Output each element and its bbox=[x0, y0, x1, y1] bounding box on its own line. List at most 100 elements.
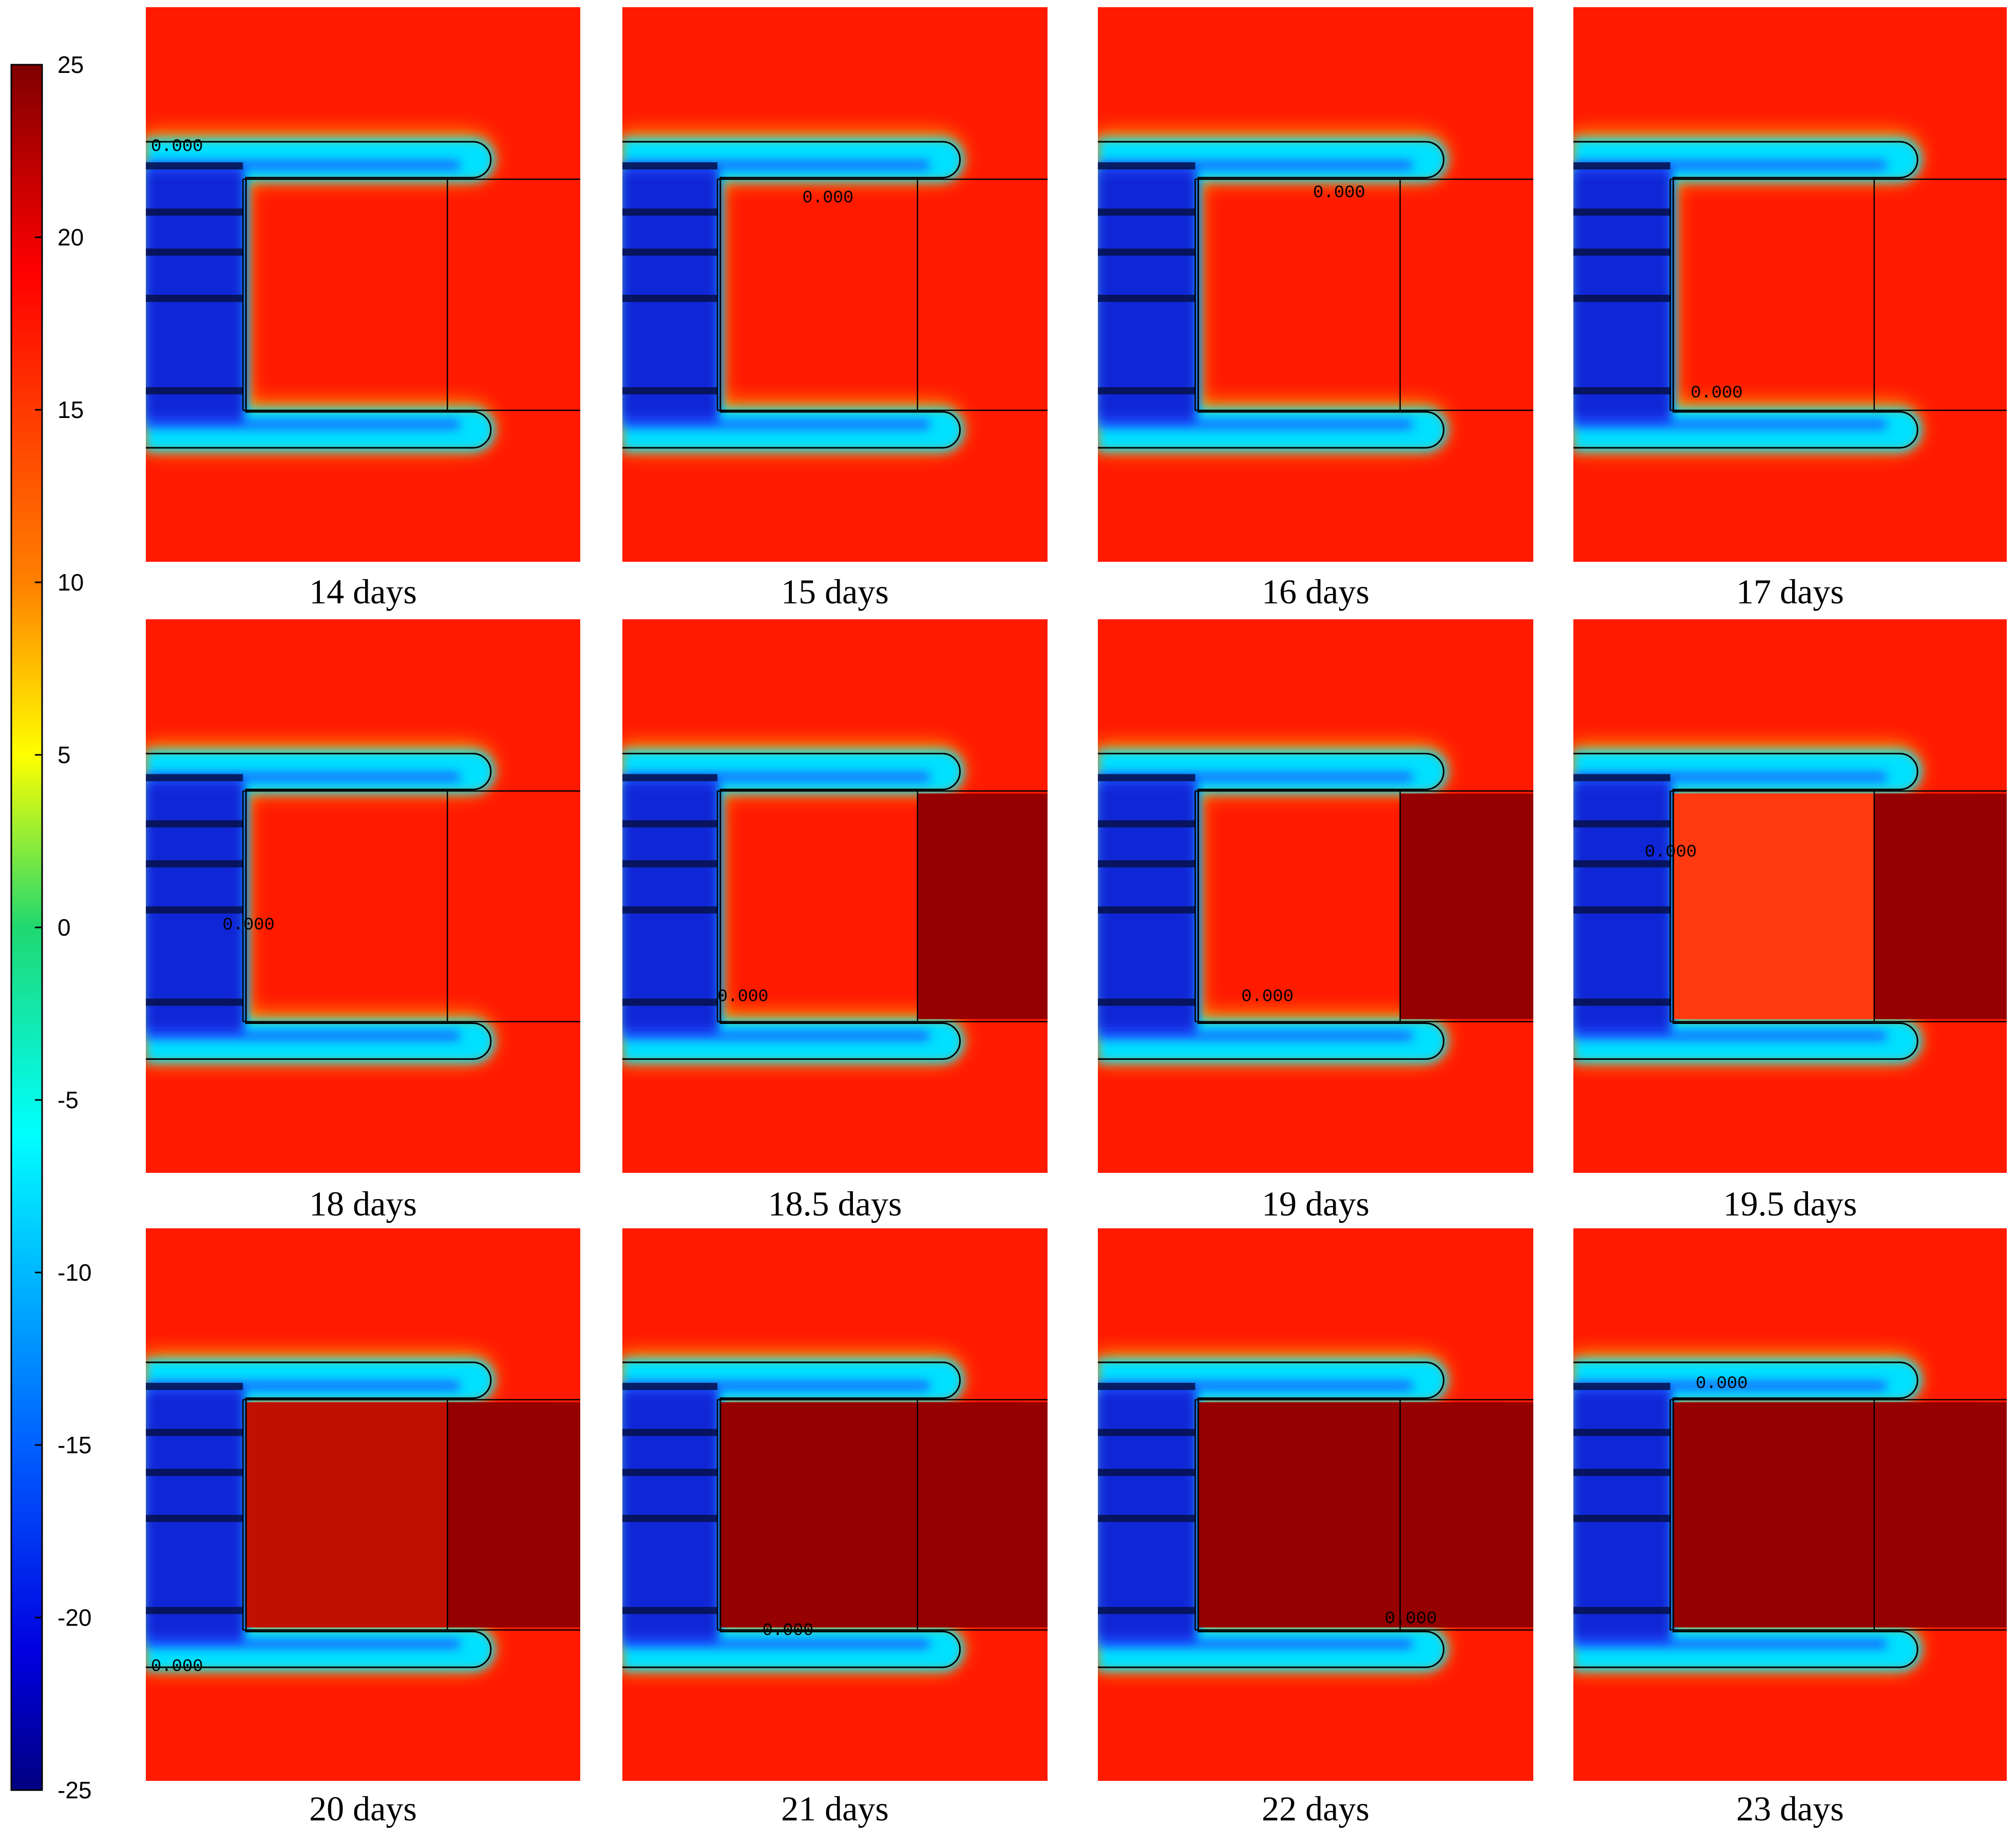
domain-outline bbox=[716, 790, 1048, 1022]
freeze-pipe bbox=[622, 162, 718, 169]
colorbar-gradient bbox=[10, 64, 43, 1791]
contour-label: 0.000 bbox=[1241, 987, 1294, 1007]
freeze-pipe bbox=[1098, 998, 1195, 1006]
contour-label: 0.000 bbox=[1385, 1609, 1437, 1629]
zero-contour bbox=[1098, 753, 1444, 1060]
freeze-pipe bbox=[622, 1429, 718, 1436]
temperature-field: 0.000 bbox=[146, 619, 580, 1173]
domain-outline bbox=[1669, 790, 2007, 1022]
contour-label: 0.000 bbox=[1313, 183, 1365, 203]
colorbar-tick-label: -5 bbox=[58, 1087, 79, 1113]
domain-outline bbox=[1194, 1399, 1533, 1631]
freeze-pipe bbox=[146, 387, 243, 394]
temperature-field: 0.000 bbox=[146, 7, 580, 562]
domain-outline bbox=[1669, 178, 2007, 411]
domain-outline bbox=[242, 178, 580, 411]
freeze-pipe bbox=[622, 208, 718, 216]
freeze-pipe bbox=[1098, 295, 1195, 302]
domain-outline bbox=[242, 790, 580, 1022]
freeze-pipe bbox=[146, 162, 243, 169]
freeze-pipe bbox=[1098, 906, 1195, 914]
panel-caption: 20 days bbox=[309, 1789, 417, 1828]
freeze-pipe bbox=[1573, 295, 1670, 302]
freeze-pipe bbox=[1573, 774, 1670, 782]
temperature-field: 0.000 bbox=[146, 1228, 580, 1781]
freeze-pipe bbox=[622, 906, 718, 914]
freeze-pipe bbox=[146, 820, 243, 828]
contour-label: 0.000 bbox=[803, 188, 853, 208]
temperature-field: 0.000 bbox=[1573, 1228, 2007, 1781]
colorbar-tick-label: 20 bbox=[58, 224, 84, 251]
simulation-panel: 0.000 bbox=[622, 619, 1048, 1173]
freeze-pipe bbox=[1573, 249, 1670, 256]
temperature-field: 0.000 bbox=[1573, 7, 2007, 562]
freeze-pipe bbox=[622, 1514, 718, 1522]
simulation-panel: 0.000 bbox=[1098, 7, 1533, 562]
zero-contour bbox=[622, 1361, 961, 1668]
freeze-pipe bbox=[1098, 249, 1195, 256]
simulation-panel: 0.000 bbox=[1098, 619, 1533, 1173]
panel-caption: 17 days bbox=[1736, 572, 1844, 611]
contour-label: 0.000 bbox=[763, 1621, 813, 1641]
freeze-pipe bbox=[1098, 387, 1195, 394]
panel-caption: 19 days bbox=[1262, 1184, 1370, 1223]
colorbar-tick-label: -25 bbox=[58, 1777, 92, 1803]
freeze-pipe bbox=[146, 208, 243, 216]
freeze-pipe bbox=[1573, 1607, 1670, 1614]
thaw-zone bbox=[1874, 1402, 2007, 1628]
thaw-zone bbox=[1400, 793, 1533, 1019]
freeze-pipe bbox=[622, 295, 718, 302]
domain-outline bbox=[1194, 790, 1533, 1022]
colorbar-tick-label: 10 bbox=[58, 569, 84, 596]
temperature-field: 0.000 bbox=[622, 619, 1048, 1173]
thaw-zone bbox=[447, 1402, 580, 1628]
freeze-pipe bbox=[622, 1382, 718, 1390]
freeze-pipe bbox=[1098, 208, 1195, 216]
domain-outline bbox=[716, 1399, 1048, 1631]
freeze-pipe bbox=[146, 860, 243, 868]
simulation-panel: 0.000 bbox=[146, 1228, 580, 1781]
domain-outline bbox=[242, 1399, 580, 1631]
panel-caption: 16 days bbox=[1262, 572, 1370, 611]
contour-label: 0.000 bbox=[1696, 1374, 1747, 1394]
freeze-pipe bbox=[1098, 162, 1195, 169]
freeze-pipe bbox=[146, 1429, 243, 1436]
thaw-zone bbox=[917, 1402, 1048, 1628]
zero-contour bbox=[1098, 1361, 1444, 1668]
freeze-pipe bbox=[146, 1382, 243, 1390]
freeze-pipe bbox=[146, 249, 243, 256]
freeze-pipe bbox=[1573, 998, 1670, 1006]
panel-caption: 14 days bbox=[309, 572, 417, 611]
freeze-pipe bbox=[622, 998, 718, 1006]
freeze-pipe bbox=[622, 820, 718, 828]
temperature-field: 0.000 bbox=[622, 7, 1048, 562]
zero-contour bbox=[146, 141, 492, 449]
freeze-pipe bbox=[1098, 1429, 1195, 1436]
freeze-pipe bbox=[622, 774, 718, 782]
simulation-panel: 0.000 bbox=[1573, 7, 2007, 562]
zero-contour bbox=[1573, 141, 1918, 449]
freeze-pipe bbox=[1573, 387, 1670, 394]
simulation-panel: 0.000 bbox=[146, 619, 580, 1173]
simulation-panel: 0.000 bbox=[1573, 1228, 2007, 1781]
simulation-panel: 0.000 bbox=[1098, 1228, 1533, 1781]
freeze-pipe bbox=[146, 1607, 243, 1614]
colorbar-tick-label: 15 bbox=[58, 396, 84, 423]
simulation-panel: 0.000 bbox=[1573, 619, 2007, 1173]
temperature-field: 0.000 bbox=[622, 1228, 1048, 1781]
temperature-field: 0.000 bbox=[1098, 7, 1533, 562]
freeze-pipe bbox=[1573, 162, 1670, 169]
simulation-panel: 0.000 bbox=[622, 1228, 1048, 1781]
freeze-pipe bbox=[1098, 774, 1195, 782]
thaw-zone bbox=[1874, 793, 2007, 1019]
panel-caption: 23 days bbox=[1736, 1789, 1844, 1828]
freeze-pipe bbox=[622, 249, 718, 256]
contour-label: 0.000 bbox=[1690, 384, 1742, 403]
panel-caption: 18 days bbox=[309, 1184, 417, 1223]
colorbar-tick-label: -20 bbox=[58, 1604, 92, 1631]
freeze-pipe bbox=[1098, 1607, 1195, 1614]
freeze-pipe bbox=[1573, 208, 1670, 216]
panel-caption: 15 days bbox=[781, 572, 889, 611]
freeze-pipe bbox=[1098, 820, 1195, 828]
contour-label: 0.000 bbox=[151, 1657, 203, 1677]
